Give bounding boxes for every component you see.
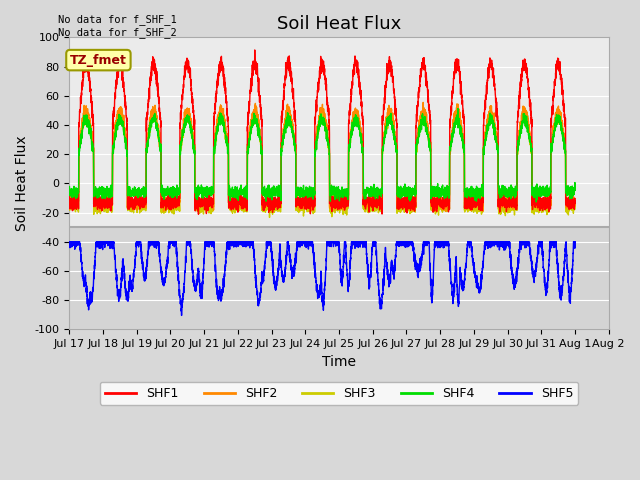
Text: No data for f_SHF_1
No data for f_SHF_2: No data for f_SHF_1 No data for f_SHF_2 [58,14,177,38]
Bar [69,227,609,329]
Title: Soil Heat Flux: Soil Heat Flux [277,15,401,33]
Text: TZ_fmet: TZ_fmet [70,54,127,67]
X-axis label: Time: Time [322,355,356,369]
Y-axis label: Soil Heat Flux: Soil Heat Flux [15,135,29,231]
Legend: SHF1, SHF2, SHF3, SHF4, SHF5: SHF1, SHF2, SHF3, SHF4, SHF5 [100,382,578,405]
